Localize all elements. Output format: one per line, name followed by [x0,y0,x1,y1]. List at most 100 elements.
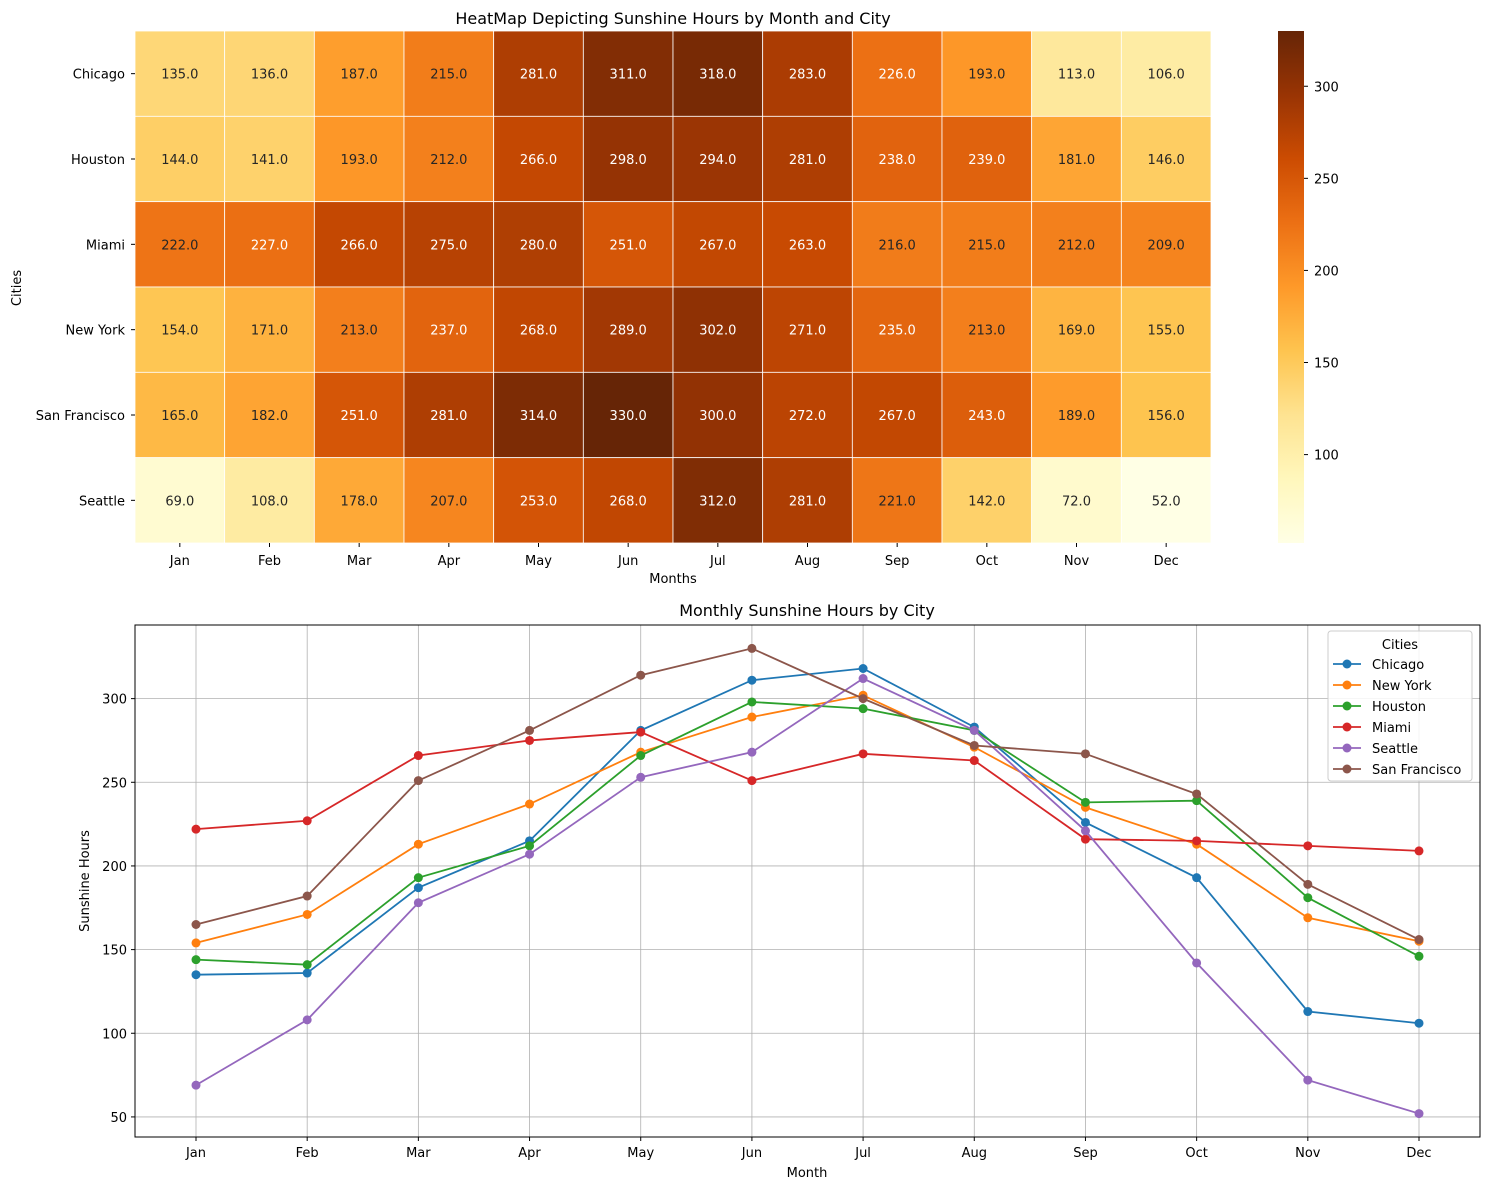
y-tick-label: 100 [102,1027,127,1042]
heatmap-cell [493,30,584,117]
heatmap-cell-label: 330.0 [610,409,647,424]
heatmap-cell [403,286,495,373]
heatmap-cell [851,457,943,544]
line-chart-frame [134,624,1481,1138]
heatmap-cell-label: 227.0 [251,238,288,253]
line-chart: Monthly Sunshine Hours by City Jan Feb Mar… [78,601,1481,1181]
heatmap-cell-label: 235.0 [879,324,916,339]
x-tick-label: Mar [406,1146,431,1161]
data-point [191,920,201,930]
heatmap-cell-label: 281.0 [789,153,826,168]
heatmap-x-axis-label: Months [649,572,697,587]
heatmap-cell-label: 275.0 [430,238,467,253]
heatmap-cell [672,201,764,288]
data-point [1414,951,1424,961]
data-point [1303,893,1313,903]
legend-marker [1342,659,1352,669]
line-chart-y-ticks: 50 100 150 200 250 300 [102,693,135,1126]
data-point [413,751,423,761]
data-point [858,704,868,714]
heatmap-x-ticks: Jan Feb Mar Apr May Jun Jul Aug Sep Oct Nov Dec [169,543,1179,569]
heatmap-cell [941,457,1033,544]
data-point [969,725,979,735]
y-tick-label: 150 [102,944,127,959]
heatmap-cell-label: 165.0 [161,409,198,424]
heatmap-cell-label: 311.0 [610,68,647,83]
heatmap-cell [224,30,315,117]
data-point [747,776,757,786]
heatmap-cell [582,115,674,203]
series-line [195,667,1420,1025]
heatmap-x-tick-label: Jun [617,554,638,569]
heatmap-cell [403,457,495,544]
heatmap-cells: 135.0 136.0 187.0 215.0 281.0 311.0 318.0 283.0… [134,30,1212,544]
heatmap-cell-label: 271.0 [789,324,826,339]
heatmap-cell-label: 193.0 [341,153,378,168]
heatmap-x-tick-label: Oct [976,554,998,569]
heatmap-cell [313,286,405,373]
heatmap-cell-label: 251.0 [341,409,378,424]
heatmap-cell [762,30,853,117]
heatmap-cell [134,30,226,117]
legend-marker [1342,764,1352,774]
data-point [969,756,979,766]
data-point [1303,1007,1313,1017]
heatmap-cell [1031,115,1122,203]
heatmap-cell-label: 136.0 [251,68,288,83]
heatmap-cell [224,115,315,203]
heatmap-cell [493,115,584,203]
heatmap-cell [134,371,226,459]
heatmap-cell-label: 182.0 [251,409,288,424]
legend-item: Seattle [1333,742,1418,757]
heatmap-cell-label: 281.0 [430,409,467,424]
data-point [1192,958,1202,968]
heatmap-cell-label: 298.0 [610,153,647,168]
x-tick-label: Aug [962,1146,987,1161]
heatmap-cell-label: 146.0 [1148,153,1185,168]
series-line [195,647,1420,941]
data-point [413,898,423,908]
series-line [195,731,1420,852]
heatmap-cell [313,201,405,288]
data-point [636,670,646,680]
heatmap-cell [672,457,764,544]
heatmap-cell [851,371,943,459]
data-point [1414,846,1424,856]
data-point [413,873,423,883]
heatmap-cell [403,30,495,117]
series-line [195,701,1420,966]
heatmap-cell-label: 318.0 [699,68,736,83]
heatmap-cell [1031,457,1122,544]
data-point [525,799,535,809]
heatmap-x-tick-label: Sep [885,554,910,569]
heatmap-cell-label: 312.0 [699,494,736,509]
heatmap-cell-label: 135.0 [161,68,198,83]
heatmap-cell [134,115,226,203]
heatmap-cell-label: 266.0 [520,153,557,168]
legend-items: Chicago New York Houston Miami Seattle San Fr… [1333,658,1461,778]
heatmap-cell-label: 141.0 [251,153,288,168]
data-point [858,749,868,759]
legend-item: Miami [1333,721,1411,736]
heatmap-cell [1031,286,1122,373]
data-point [636,772,646,782]
legend-marker [1342,701,1352,711]
data-point [636,727,646,737]
data-point [1414,935,1424,945]
data-point [191,824,201,834]
heatmap-cell [313,371,405,459]
legend-title: Cities [1382,638,1418,653]
heatmap-cell [1031,371,1122,459]
heatmap-x-tick-label: Apr [438,554,461,569]
heatmap-cell-label: 178.0 [341,494,378,509]
heatmap-cell-label: 238.0 [879,153,916,168]
heatmap-x-tick-label: Jan [169,554,190,569]
heatmap-cell-label: 207.0 [430,494,467,509]
heatmap-y-tick-label: Miami [86,238,125,253]
data-point [1414,1018,1424,1028]
heatmap-cell-label: 108.0 [251,494,288,509]
data-point [1303,913,1313,923]
legend-marker [1342,722,1352,732]
heatmap-cell [493,201,584,288]
